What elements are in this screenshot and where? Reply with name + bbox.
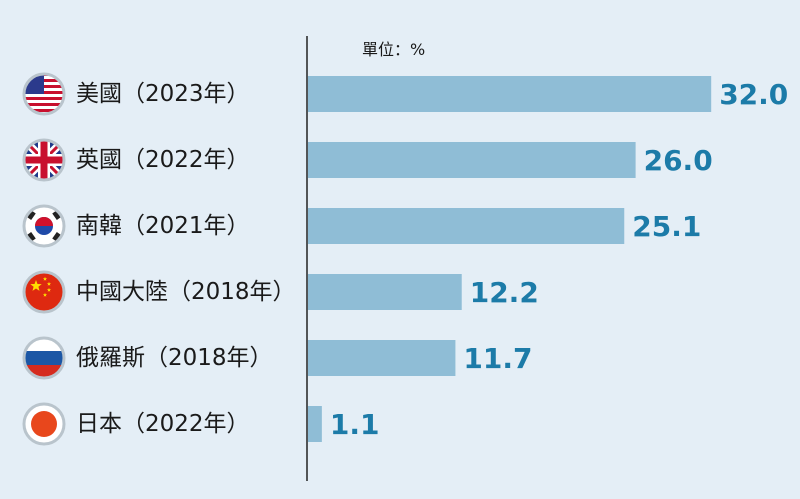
- japan-flag-icon: [22, 402, 66, 446]
- russia-flag-icon: [22, 336, 66, 380]
- category-label: 南韓（2021年）: [76, 213, 250, 239]
- bar: [308, 142, 636, 178]
- china-flag-icon: [22, 270, 66, 314]
- bar: [308, 208, 625, 244]
- category-label: 日本（2022年）: [76, 411, 250, 437]
- usa-flag-icon: [22, 72, 66, 116]
- value-label: 11.7: [463, 342, 533, 375]
- unit-label: 單位：%: [362, 40, 426, 59]
- category-label: 美國（2023年）: [76, 81, 250, 107]
- value-label: 32.0: [719, 78, 789, 111]
- category-label: 俄羅斯（2018年）: [76, 345, 273, 371]
- category-label: 中國大陸（2018年）: [76, 279, 296, 305]
- value-label: 25.1: [632, 210, 702, 243]
- value-label: 1.1: [329, 408, 380, 441]
- south-korea-flag-icon: [22, 204, 66, 248]
- category-label: 英國（2022年）: [76, 147, 250, 173]
- bar: [308, 406, 322, 442]
- bar: [308, 274, 462, 310]
- uk-flag-icon: [22, 138, 66, 182]
- bar: [308, 340, 456, 376]
- value-label: 12.2: [469, 276, 539, 309]
- bar: [308, 76, 712, 112]
- value-label: 26.0: [643, 144, 713, 177]
